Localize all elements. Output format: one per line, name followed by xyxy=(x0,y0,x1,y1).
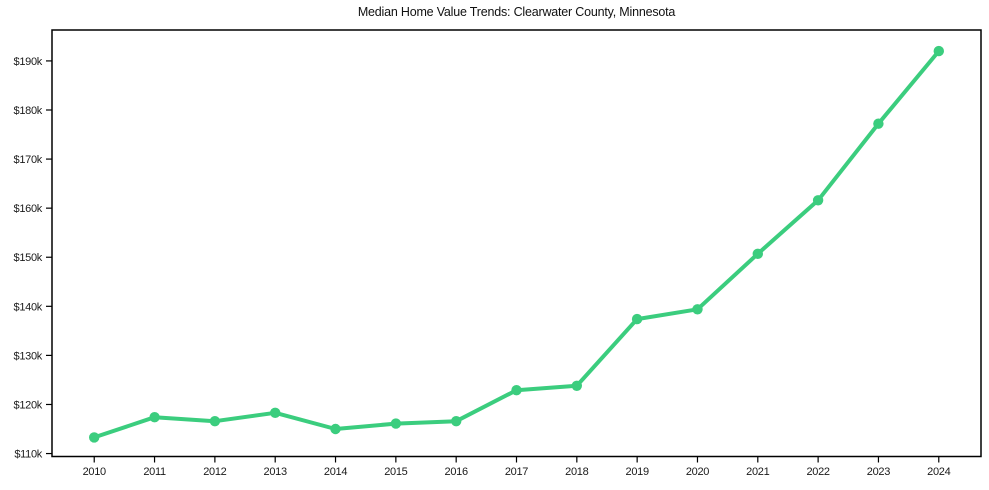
x-tick-label: 2022 xyxy=(806,466,829,478)
x-tick-label: 2014 xyxy=(324,466,347,478)
axes-frame xyxy=(51,29,982,458)
data-point-marker xyxy=(270,407,281,418)
y-tick-label: $110k xyxy=(14,449,42,461)
y-tick-label: $150k xyxy=(14,252,43,264)
data-point-marker xyxy=(873,118,884,129)
data-point-marker xyxy=(209,416,221,427)
x-tick-label: 2023 xyxy=(867,466,890,478)
x-tick-label: 2021 xyxy=(746,466,769,478)
x-tick-label: 2013 xyxy=(264,466,287,478)
x-tick-label: 2011 xyxy=(143,466,166,478)
x-tick-label: 2015 xyxy=(384,466,407,478)
data-point-marker xyxy=(451,416,462,427)
data-point-marker xyxy=(511,385,522,396)
x-tick-label: 2019 xyxy=(626,466,649,478)
x-tick-label: 2010 xyxy=(83,466,106,478)
x-tick-label: 2024 xyxy=(927,466,950,478)
y-tick-label: $140k xyxy=(14,301,43,313)
data-point-marker xyxy=(89,432,100,443)
y-tick-label: $170k xyxy=(14,154,43,166)
data-point-marker xyxy=(330,423,341,435)
chart-title: Median Home Value Trends: Clearwater Cou… xyxy=(357,5,676,19)
x-tick-label: 2018 xyxy=(565,466,588,478)
data-point-marker xyxy=(752,248,763,259)
data-point-marker xyxy=(692,304,703,315)
data-point-marker xyxy=(149,412,160,423)
x-tick-label: 2020 xyxy=(686,466,709,478)
data-point-marker xyxy=(933,45,944,57)
x-tick-label: 2016 xyxy=(445,466,468,478)
y-tick-label: $180k xyxy=(14,105,43,117)
series-line xyxy=(92,49,941,440)
data-point-marker xyxy=(812,195,824,206)
data-point-marker xyxy=(631,313,643,325)
y-tick-label: $190k xyxy=(14,56,43,68)
x-tick-label: 2017 xyxy=(505,466,528,478)
data-point-marker xyxy=(390,418,402,429)
y-tick-label: $120k xyxy=(14,399,43,411)
data-point-marker xyxy=(571,380,582,391)
x-tick-label: 2012 xyxy=(203,466,226,478)
y-tick-label: $130k xyxy=(14,350,43,362)
y-tick-label: $160k xyxy=(14,203,43,215)
